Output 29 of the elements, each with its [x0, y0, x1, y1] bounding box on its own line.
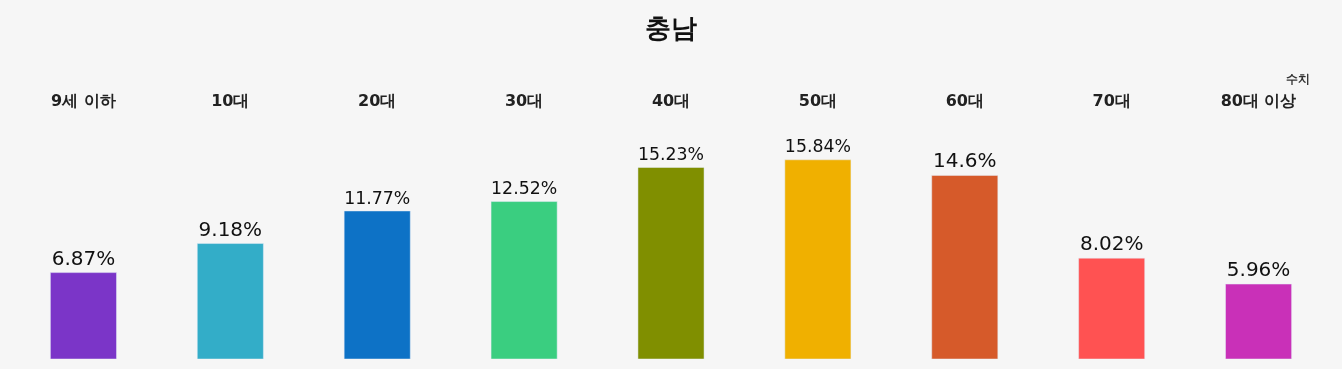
bar [931, 175, 999, 359]
chart-title: 충남 [645, 12, 697, 43]
bar [343, 210, 411, 359]
data-label: 14.6% [933, 148, 997, 173]
bar [50, 272, 117, 359]
bar [637, 167, 705, 359]
x-tick-label: 80대 이상 [1220, 90, 1297, 110]
x-tick-label: 30대 [504, 90, 544, 110]
bar [490, 201, 558, 359]
x-tick-label: 10대 [211, 90, 250, 110]
x-tick-label: 60대 [945, 90, 984, 110]
x-tick-label: 50대 [798, 90, 838, 110]
x-tick-label: 40대 [651, 90, 691, 110]
bar [784, 159, 852, 359]
x-tick-label: 9세 이하 [51, 90, 116, 110]
data-label: 8.02% [1079, 231, 1144, 256]
data-label: 5.96% [1226, 257, 1291, 282]
x-tick-label: 70대 [1092, 90, 1131, 110]
bar [197, 243, 264, 359]
bar [1078, 257, 1145, 359]
data-label: 9.18% [198, 216, 263, 241]
data-label: 15.23% [637, 144, 705, 165]
data-label: 12.52% [491, 178, 558, 199]
bar [1225, 283, 1292, 359]
data-label: 11.77% [344, 187, 411, 208]
data-label: 15.84% [784, 136, 851, 157]
data-label: 6.87% [51, 245, 116, 270]
text: 수치 [1286, 72, 1310, 86]
x-tick-label: 20대 [358, 90, 397, 110]
